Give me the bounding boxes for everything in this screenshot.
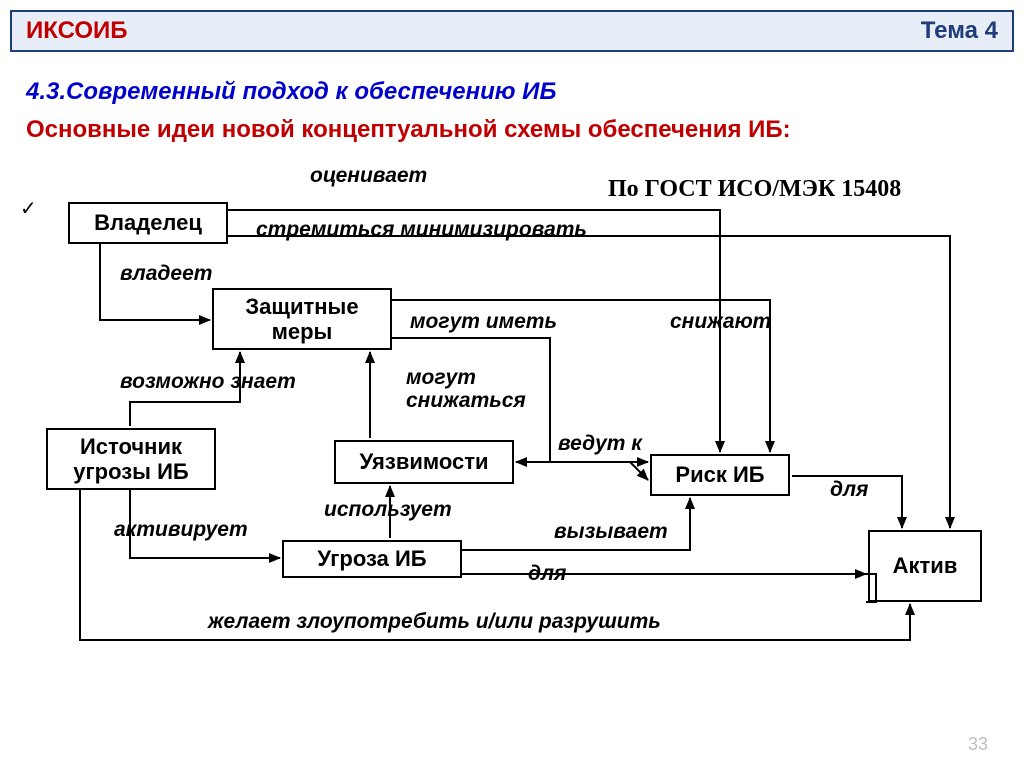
slide-header: ИКСОИБ Тема 4 [10,10,1014,52]
edge-label: оценивает [310,164,427,188]
node-measures: Защитныемеры [212,288,392,350]
node-threat: Угроза ИБ [282,540,462,578]
edge-label: стремиться минимизировать [256,218,587,242]
flowchart-diagram: Владелец Защитныемеры Источникугрозы ИБ … [30,170,1000,730]
node-label: Актив [893,553,958,578]
edge-label: желает злоупотребить и/или разрушить [208,610,661,634]
edge-label: для [528,562,566,586]
node-label: Угроза ИБ [317,546,426,571]
header-left-text: ИКСОИБ [26,17,127,45]
edge-label: возможно знает [120,370,296,394]
edge-label: снижают [670,310,771,334]
subtitle: Основные идеи новой концептуальной схемы… [26,116,791,144]
edge-label: ведут к [558,432,642,456]
node-label: Риск ИБ [675,462,764,487]
node-threat-source: Источникугрозы ИБ [46,428,216,490]
edge-label: активирует [114,518,248,542]
node-risk: Риск ИБ [650,454,790,496]
node-label: Владелец [94,210,202,235]
section-title: 4.3.Современный подход к обеспечению ИБ [26,78,556,106]
edge-label: вызывает [554,520,668,544]
node-owner: Владелец [68,202,228,244]
edge-label: для [830,478,868,502]
node-vulnerabilities: Уязвимости [334,440,514,484]
node-label: Защитныемеры [245,294,358,345]
edge-label: могутснижаться [406,366,526,412]
node-asset: Актив [868,530,982,602]
edge-label: могут иметь [410,310,557,334]
node-label: Уязвимости [359,449,488,474]
header-right-text: Тема 4 [921,17,998,45]
edge-label: владеет [120,262,212,286]
edge-label: использует [324,498,452,522]
slide-number: 33 [968,734,988,755]
node-label: Источникугрозы ИБ [73,434,188,485]
